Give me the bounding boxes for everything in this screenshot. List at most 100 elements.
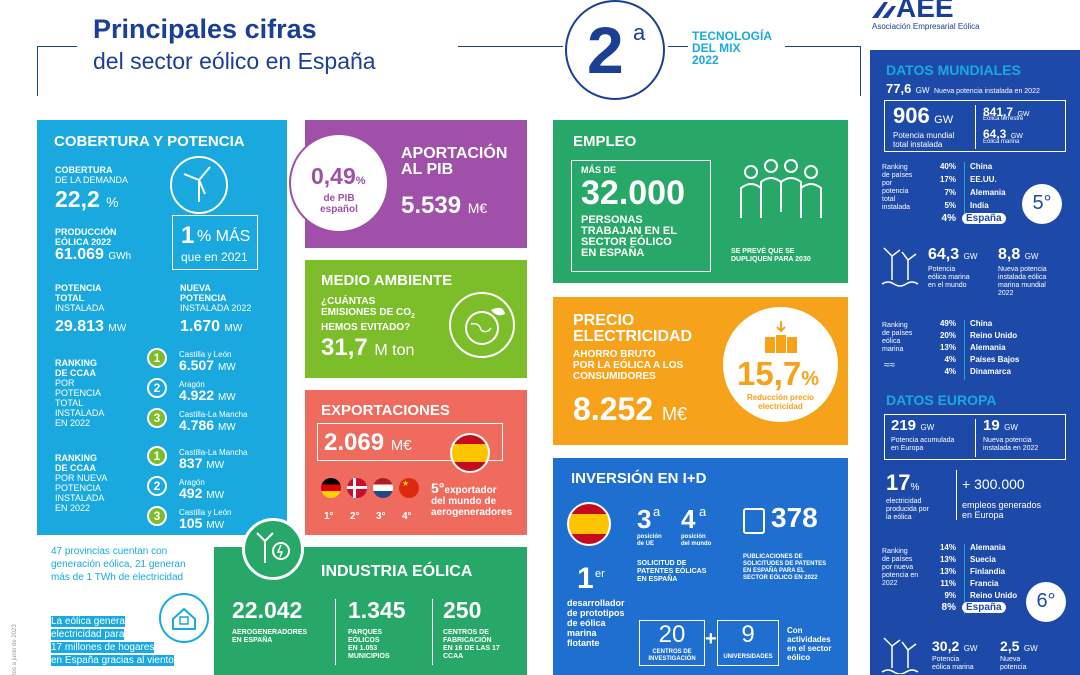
europa-box: 219 GW Potencia acumulada en Europa 19 GW… bbox=[884, 414, 1066, 460]
aee-logo-sub: Asociación Empresarial Eólica bbox=[872, 22, 980, 31]
inv-ft-0: desarrollador bbox=[567, 598, 625, 608]
inv-pub-1: SOLICITUDES DE PATENTES bbox=[743, 561, 827, 567]
ambiente-value: 31,7 M ton bbox=[321, 334, 414, 362]
emt1: eólica marina bbox=[932, 664, 974, 671]
industria-label-2: PARQUES EÓLICOS EN 1.053 MUNICIPIOS bbox=[348, 629, 390, 661]
tech-year: 2022 bbox=[692, 53, 719, 67]
mund-terr-unit: GW bbox=[1017, 111, 1030, 118]
ind3-l0: CENTROS DE bbox=[443, 629, 489, 636]
export-pos-text3: aerogeneradores bbox=[431, 507, 513, 518]
tech-line2: DEL MIX bbox=[692, 41, 741, 55]
ind2-l3: MUNICIPIOS bbox=[348, 653, 390, 660]
mund-rankm-line bbox=[964, 320, 965, 380]
mmt0: Potencia bbox=[928, 266, 956, 273]
industria-divider-2 bbox=[432, 599, 433, 665]
export-flags: ★ bbox=[321, 478, 421, 500]
rank2-badge-1: 1 bbox=[147, 446, 167, 466]
cob-label2: DE LA DEMANDA bbox=[55, 175, 129, 185]
inv-centros-value: 20 bbox=[658, 621, 686, 648]
inv-pub-3: SECTOR EÓLICO EN 2022 bbox=[743, 575, 818, 581]
eu-nmar-unit: GW bbox=[1023, 644, 1038, 653]
pot-label3: INSTALADA bbox=[55, 303, 105, 313]
pib-circle: 0,49% de PIB español bbox=[289, 133, 389, 233]
empleo-panel: EMPLEO MÁS DE 32.000 PERSONAS TRABAJAN EN… bbox=[553, 120, 848, 283]
eu-marina-text: Potencia eólica marina bbox=[932, 656, 974, 672]
empleo-box bbox=[571, 160, 711, 272]
export-unit: M€ bbox=[390, 437, 412, 454]
inv-plus: + bbox=[705, 628, 717, 650]
inv-ft-2: de eólica bbox=[567, 618, 606, 628]
export-pos-text: 5°exportador del mundo de aerogeneradore… bbox=[431, 481, 513, 518]
erl2: por nueva bbox=[882, 564, 914, 571]
mund-mar-unit: GW bbox=[1010, 133, 1023, 140]
mund-nueva-unit: GW bbox=[915, 86, 930, 95]
mund-nueva-text: Nueva potencia instalada en 2022 bbox=[934, 88, 1040, 95]
er-country-4: Reino Unido bbox=[970, 591, 1018, 600]
new-value-num: 1.670 bbox=[180, 318, 221, 335]
rank2-label: RANKING DE CCAA POR NUEVA POTENCIA INSTALADA… bbox=[55, 453, 107, 513]
mr-pct-3: 5% bbox=[944, 201, 956, 210]
precio-value-num: 8.252 bbox=[573, 391, 654, 427]
inv-ue-label: posición de UE bbox=[637, 534, 662, 548]
pib-title2: AL PIB bbox=[401, 161, 454, 178]
cobertura-bottom: 47 provincias cuentan con generación eól… bbox=[37, 535, 247, 675]
mrl5: instalada bbox=[882, 204, 911, 211]
industria-value-3: 250 bbox=[443, 597, 482, 623]
netherlands-flag-icon bbox=[373, 478, 393, 498]
mrm-country-3: Países Bajos bbox=[970, 355, 1020, 364]
precio-text: AHORRO BRUTO POR LA EÓLICA A LOS CONSUMIDO… bbox=[573, 349, 683, 382]
mrml2: eólica bbox=[882, 338, 901, 345]
rank2-unit-2: MW bbox=[206, 490, 225, 501]
mr-pct-0: 40% bbox=[939, 162, 956, 171]
eu-nmar-text: Nueva potencia bbox=[1000, 656, 1026, 672]
world-panel: DATOS MUNDIALES 77,6 GW Nueva potencia i… bbox=[870, 50, 1080, 675]
cob-label1: COBERTURA bbox=[55, 165, 113, 175]
eu-rank-line bbox=[964, 544, 965, 614]
erl0: Ranking bbox=[882, 548, 908, 555]
pot-label2: TOTAL bbox=[55, 293, 85, 303]
precio-panel: PRECIO ELECTRICIDAD AHORRO BRUTO POR LA EÓ… bbox=[553, 297, 848, 445]
ambiente-q3: HEMOS EVITADO? bbox=[321, 322, 411, 333]
pib-circle-text: de PIB español bbox=[291, 193, 387, 215]
eu-nmar: 2,5 GW bbox=[1000, 638, 1038, 656]
cobertura-title: COBERTURA Y POTENCIA bbox=[54, 133, 245, 150]
mmt1: eólica marina bbox=[928, 274, 970, 281]
inv-pub-2: EN ESPAÑA PARA EL bbox=[743, 568, 805, 574]
industria-divider-1 bbox=[335, 599, 336, 665]
rank1-value-2: 4.922 MW bbox=[179, 387, 236, 403]
precio-title: PRECIO ELECTRICIDAD bbox=[573, 313, 692, 345]
more-box: 1 % MÁS que en 2021 bbox=[172, 215, 258, 270]
mrm-country-4: Dinamarca bbox=[970, 367, 1011, 376]
rank1-badge-2: 2 bbox=[147, 378, 167, 398]
rank-number: 2 bbox=[587, 13, 624, 87]
hogares-line-3: 17 millones de hogares bbox=[51, 642, 155, 653]
mund-marina: 64,3 GW bbox=[928, 246, 977, 264]
rank1-label-0: RANKING bbox=[55, 358, 97, 368]
inv-act-text: Con actividades en el sector eólico bbox=[787, 626, 831, 662]
er-country-2: Finlandia bbox=[970, 567, 1006, 576]
mund-mar-text: Eólica marina bbox=[983, 139, 1020, 145]
cob-label: COBERTURA DE LA DEMANDA bbox=[55, 165, 128, 185]
eu-emp-t2: en Europa bbox=[962, 510, 1004, 520]
mrml3: marina bbox=[882, 346, 904, 353]
mundiales-title: DATOS MUNDIALES bbox=[886, 62, 1021, 78]
mrl0: Ranking bbox=[882, 164, 908, 171]
eu-nueva-t2: instalada en 2022 bbox=[983, 445, 1039, 452]
empleo-text-1: TRABAJAN EN EL bbox=[581, 225, 677, 237]
export-pos-text2: del mundo de bbox=[431, 496, 496, 507]
people-icon bbox=[731, 158, 831, 243]
eu-box-divider bbox=[975, 419, 976, 457]
mr-country-3: India bbox=[970, 201, 989, 210]
eu-nueva-text: Nueva potencia instalada en 2022 bbox=[983, 437, 1038, 453]
mund-rank-line bbox=[964, 162, 965, 224]
eu-elec-text: electricidad producida por la eólica bbox=[886, 498, 929, 522]
erl1: de países bbox=[882, 556, 913, 563]
cob-value: 22,2 % bbox=[55, 186, 119, 213]
inv-ft-1: de prototipos bbox=[567, 608, 625, 618]
precio-circle-unit: % bbox=[801, 368, 820, 390]
mrm-country-1: Reino Unido bbox=[970, 331, 1018, 340]
factory-turbine-icon bbox=[242, 518, 304, 580]
eu-nueva-value: 19 bbox=[983, 417, 1000, 434]
er-pct-3: 11% bbox=[940, 579, 956, 588]
mrml0: Ranking bbox=[882, 322, 908, 329]
